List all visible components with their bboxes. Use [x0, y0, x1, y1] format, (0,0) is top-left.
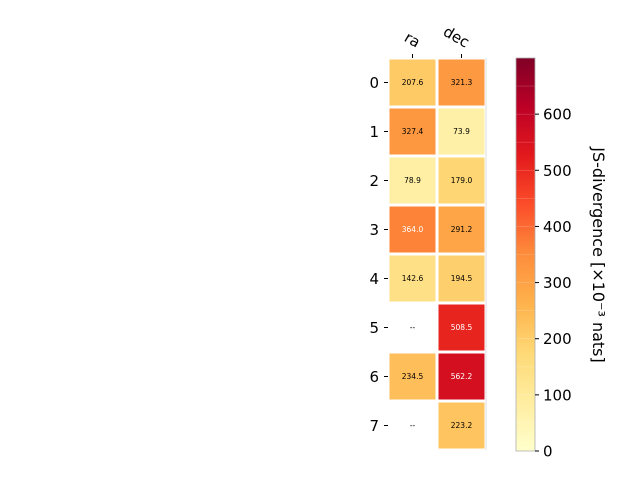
heatmap-cell: [389, 157, 436, 204]
x-tick-label: ra: [401, 28, 423, 51]
colorbar-tick-label: 400: [543, 218, 572, 236]
cell-value-label: --: [410, 323, 416, 332]
cell-value-label: 364.0: [402, 225, 424, 234]
cell-value-label: 179.0: [451, 176, 473, 185]
heatmap-cell: [438, 353, 485, 400]
cell-value-label: 194.5: [451, 274, 473, 283]
heatmap-cell: [389, 108, 436, 155]
colorbar-tick-label: 600: [543, 106, 572, 124]
y-tick-label: 7: [369, 417, 379, 435]
cell-value-label: 508.5: [451, 323, 473, 332]
heatmap-cell: [389, 353, 436, 400]
cell-value-label: 327.4: [402, 127, 424, 136]
colorbar-tick-label: 200: [543, 330, 572, 348]
cell-value-label: 142.6: [402, 274, 424, 283]
cell-value-label: 73.9: [453, 127, 470, 136]
heatmap-cell: [438, 255, 485, 302]
colorbar-tick-label: 500: [543, 162, 572, 180]
cell-value-label: 78.9: [404, 176, 421, 185]
y-tick-label: 4: [369, 270, 379, 288]
colorbar-tick-label: 0: [543, 443, 553, 461]
heatmap-cell: [438, 304, 485, 351]
y-tick-label: 5: [369, 319, 379, 337]
y-tick-label: 2: [369, 172, 379, 190]
cell-value-label: 234.5: [402, 372, 424, 381]
heatmap-cell: [438, 402, 485, 449]
y-tick-label: 1: [369, 123, 379, 141]
heatmap-cell: [389, 255, 436, 302]
colorbar: [516, 58, 535, 451]
colorbar-tick-label: 100: [543, 386, 572, 404]
heatmap-cell: [389, 206, 436, 253]
heatmap-cell: [438, 206, 485, 253]
y-tick-label: 3: [369, 221, 379, 239]
colorbar-label: JS-divergence [×10⁻³ nats]: [589, 146, 608, 362]
y-tick-label: 6: [369, 368, 379, 386]
heatmap-cell: [438, 108, 485, 155]
cell-value-label: 223.2: [451, 421, 473, 430]
cell-value-label: --: [410, 421, 416, 430]
cell-value-label: 207.6: [402, 78, 424, 87]
y-tick-label: 0: [369, 74, 379, 92]
heatmap-cell: [389, 59, 436, 106]
cell-value-label: 291.2: [451, 225, 473, 234]
heatmap-cell: [438, 157, 485, 204]
colorbar-outline: [515, 57, 536, 452]
cell-value-label: 562.2: [451, 372, 473, 381]
colorbar-tick-label: 300: [543, 274, 572, 292]
cell-value-label: 321.3: [451, 78, 473, 87]
x-tick-label: dec: [440, 22, 472, 51]
heatmap-cell: [438, 59, 485, 106]
